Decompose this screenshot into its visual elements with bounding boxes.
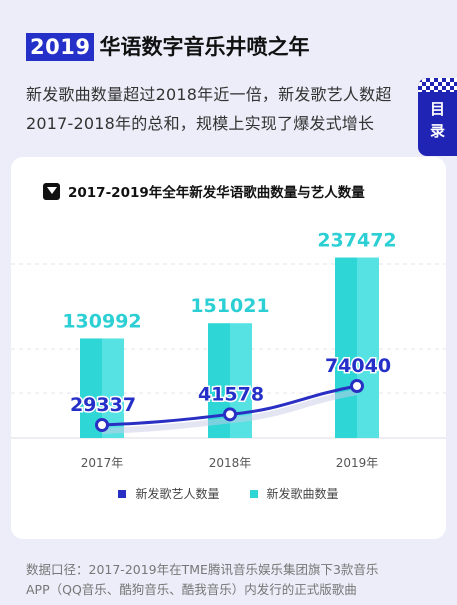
- page-title: 2019 华语数字音乐井喷之年: [26, 33, 309, 61]
- x-tick-label-2: 2019年: [336, 456, 379, 470]
- page-title-text: 华语数字音乐井喷之年: [99, 35, 310, 59]
- bar-label-2: 237472: [317, 230, 396, 252]
- table-of-contents-tab[interactable]: 目 录: [418, 78, 457, 156]
- line-point-0: [95, 418, 109, 432]
- line-label-1: 41578: [198, 383, 264, 405]
- legend-swatch-songs: [249, 489, 258, 498]
- bar-1-left: [208, 323, 230, 438]
- bar-2-right: [357, 257, 379, 438]
- line-point-2: [350, 379, 364, 393]
- legend-swatch-artists: [118, 489, 127, 498]
- bar-0-right: [102, 338, 124, 438]
- year-badge: 2019: [26, 33, 95, 61]
- bar-label-1: 151021: [190, 295, 269, 317]
- caret-down-icon: [43, 182, 60, 200]
- line-point-1: [223, 407, 237, 422]
- line-label-0: 29337: [70, 394, 136, 416]
- bar-1-right: [230, 323, 252, 438]
- intro-paragraph: 新发歌曲数量超过2018年近一倍，新发歌艺人数超 2017-2018年的总和，规…: [26, 80, 418, 138]
- x-tick-label-1: 2018年: [209, 456, 252, 470]
- legend-item-songs: 新发歌曲数量: [249, 485, 339, 502]
- legend-item-artists: 新发歌艺人数量: [118, 485, 220, 502]
- chart-svg: 130992 151021 237472 29337 41578 74040 2017年 20…: [11, 230, 446, 470]
- bar-0-left: [80, 338, 102, 438]
- bar-2-left: [335, 257, 357, 438]
- x-tick-label-0: 2017年: [81, 456, 124, 470]
- source-line-2: APP（QQ音乐、酷狗音乐、酷我音乐）内发行的正式版歌曲: [26, 582, 357, 597]
- intro-line-1: 新发歌曲数量超过2018年近一倍，新发歌艺人数超: [26, 85, 392, 104]
- chart-title-row: 2017-2019年全年新发华语歌曲数量与艺人数量: [43, 181, 365, 201]
- source-line-1: 数据口径：2017-2019年在TME腾讯音乐娱乐集团旗下3款音乐: [26, 562, 379, 577]
- legend-label-songs: 新发歌曲数量: [266, 487, 339, 501]
- intro-line-2: 2017-2018年的总和，规模上实现了爆发式增长: [26, 114, 375, 133]
- chart-legend: 新发歌艺人数量 新发歌曲数量: [11, 485, 446, 502]
- data-source-note: 数据口径：2017-2019年在TME腾讯音乐娱乐集团旗下3款音乐 APP（QQ…: [26, 560, 441, 600]
- legend-label-artists: 新发歌艺人数量: [135, 487, 220, 501]
- chart-card: 130992 151021 237472 29337 41578 74040 2017年 20…: [11, 157, 446, 539]
- toc-label: 目 录: [429, 100, 445, 140]
- chart-title: 2017-2019年全年新发华语歌曲数量与艺人数量: [68, 185, 365, 201]
- checkered-flag-icon: [418, 78, 457, 92]
- bar-label-0: 130992: [62, 310, 141, 332]
- line-label-2: 74040: [325, 355, 391, 377]
